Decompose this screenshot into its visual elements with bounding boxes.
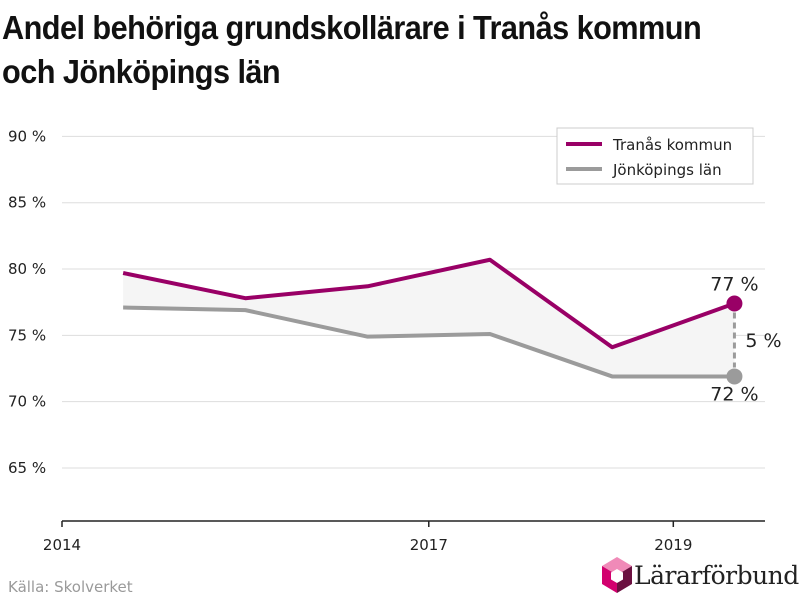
y-tick-label-85: 85 %: [8, 194, 46, 212]
chart-title: Andel behöriga grundskollärare i Tranås …: [2, 9, 702, 90]
legend: Tranås kommun Jönköpings län: [556, 127, 754, 185]
end-point-lan: [726, 368, 743, 385]
annotations-layer: 77 % 72 % 5 %: [710, 274, 781, 406]
series-line-tranas: [122, 257, 736, 350]
gap-area: [123, 259, 735, 377]
x-axis: 2014 2017 2019: [43, 520, 765, 554]
end-point-tranas: [726, 295, 743, 312]
legend-label-tranas: Tranås kommun: [612, 136, 732, 154]
x-tick-label-2019: 2019: [654, 536, 692, 554]
end-label-lan: 72 %: [710, 383, 758, 405]
difference-label: 5 %: [745, 330, 781, 352]
y-tick-label-80: 80 %: [8, 260, 46, 278]
y-tick-label-65: 65 %: [8, 459, 46, 477]
logo-hole: [611, 569, 623, 583]
x-tick-label-2017: 2017: [410, 536, 448, 554]
end-label-tranas: 77 %: [710, 274, 758, 296]
larforbundet-logo-icon: [602, 557, 632, 593]
source-note: Källa: Skolverket: [8, 578, 133, 596]
y-tick-label-75: 75 %: [8, 326, 46, 344]
x-tick-label-2014: 2014: [43, 536, 81, 554]
brand-name: Lärarförbundet: [634, 561, 800, 590]
series-line-lan: [123, 305, 735, 379]
legend-box: [556, 127, 754, 185]
y-tick-label-70: 70 %: [8, 393, 46, 411]
y-tick-label-90: 90 %: [8, 127, 46, 145]
legend-label-lan: Jönköpings län: [612, 161, 722, 179]
lines-layer: [122, 257, 736, 379]
